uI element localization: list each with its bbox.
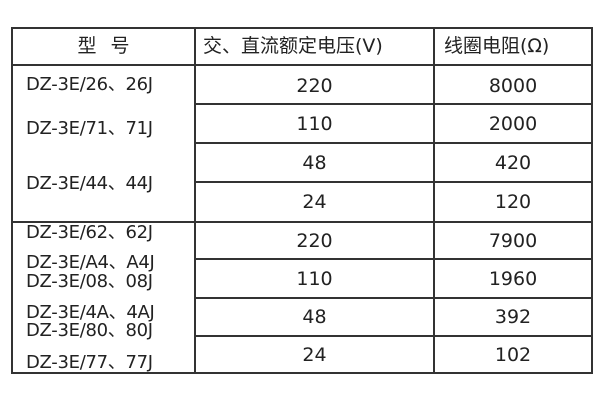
model-name: DZ-3E/4A、4AJ — [26, 302, 155, 323]
border-right — [591, 27, 593, 374]
row-divider — [195, 297, 593, 299]
row-divider — [195, 103, 593, 105]
header-voltage: 交、直流额定电压(V) — [203, 35, 383, 57]
border-bottom — [11, 372, 593, 374]
resistance-cell: 8000 — [488, 75, 538, 97]
voltage-cell: 24 — [302, 191, 327, 213]
model-name: DZ-3E/08、08J — [26, 271, 153, 292]
header-resistance: 线圈电阻(Ω) — [444, 35, 550, 57]
resistance-cell: 1960 — [488, 268, 538, 290]
voltage-cell: 48 — [302, 152, 327, 174]
model-name: DZ-3E/A4、A4J — [26, 252, 155, 273]
resistance-cell: 2000 — [488, 113, 538, 135]
voltage-cell: 110 — [296, 268, 333, 290]
model-name: DZ-3E/62、62J — [26, 222, 153, 243]
border-top — [11, 27, 593, 29]
row-divider — [195, 258, 593, 260]
border-left — [11, 27, 13, 374]
header-divider — [11, 64, 593, 66]
col-divider — [194, 27, 196, 374]
voltage-cell: 220 — [296, 230, 333, 252]
voltage-cell: 48 — [302, 306, 327, 328]
model-name: DZ-3E/26、26J — [26, 74, 153, 95]
voltage-cell: 110 — [296, 113, 333, 135]
resistance-cell: 392 — [494, 306, 532, 328]
resistance-cell: 7900 — [488, 230, 538, 252]
resistance-cell: 102 — [494, 344, 532, 366]
row-divider — [195, 181, 593, 183]
voltage-cell: 220 — [296, 75, 333, 97]
row-divider — [195, 335, 593, 337]
header-model: 型 号 — [77, 35, 130, 57]
voltage-cell: 24 — [302, 344, 327, 366]
group-divider — [11, 221, 593, 223]
model-name: DZ-3E/77、77J — [26, 352, 153, 373]
resistance-cell: 120 — [494, 191, 532, 213]
model-name: DZ-3E/80、80J — [26, 320, 153, 341]
model-name: DZ-3E/71、71J — [26, 118, 153, 139]
model-name: DZ-3E/44、44J — [26, 173, 153, 194]
row-divider — [195, 142, 593, 144]
col-divider — [433, 27, 435, 374]
resistance-cell: 420 — [494, 152, 532, 174]
